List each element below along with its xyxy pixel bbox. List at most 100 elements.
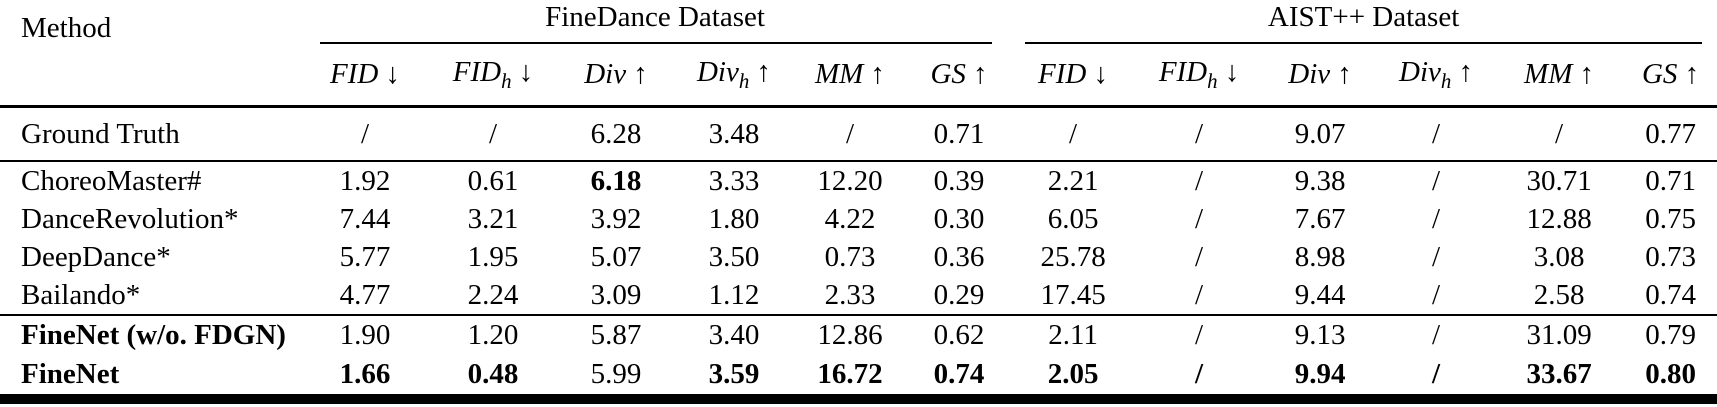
value-cell: /: [1195, 117, 1204, 150]
value-cell: /: [1555, 117, 1564, 150]
value-cell: 9.44: [1294, 278, 1346, 311]
metric-header-div: Div ↑: [1288, 58, 1352, 90]
value-cell: 9.07: [1294, 117, 1346, 150]
section-rule: [0, 160, 1717, 162]
method-name-cell: Bailando*: [21, 278, 141, 311]
value-cell: /: [1069, 117, 1078, 150]
value-cell: 1.12: [708, 278, 760, 311]
value-cell: 2.24: [467, 278, 519, 311]
section-divider: [0, 160, 1717, 162]
value-cell: 0.71: [1645, 164, 1696, 197]
value-cell: 0.74: [1645, 278, 1696, 311]
method-name-cell: DeepDance*: [21, 240, 171, 273]
value-cell: /: [1195, 278, 1204, 311]
header-rule-row: [0, 105, 1717, 108]
method-name-cell: ChoreoMaster#: [21, 164, 202, 197]
section-rule: [0, 314, 1717, 316]
table-header: Method FineDance Dataset AIST++ Dataset …: [0, 0, 1717, 108]
group-label-aist: AIST++ Dataset: [1267, 1, 1460, 33]
value-cell: 9.38: [1294, 164, 1346, 197]
value-cell: 0.36: [933, 240, 985, 273]
method-name-cell: DanceRevolution*: [21, 202, 239, 235]
value-cell: 2.33: [824, 278, 876, 311]
value-cell: 12.86: [817, 319, 883, 351]
value-cell: 12.88: [1526, 202, 1592, 235]
value-cell: /: [1195, 164, 1204, 197]
value-cell: /: [1195, 202, 1204, 235]
value-cell: 3.92: [590, 202, 642, 235]
metric-header-gs: GS ↑: [930, 58, 988, 90]
metric-header-fidh: FIDh ↓: [1158, 55, 1240, 93]
value-cell: 0.48: [467, 358, 519, 390]
metric-header-fidh: FIDh ↓: [452, 55, 534, 93]
value-cell: 25.78: [1040, 240, 1106, 273]
table-row: ChoreoMaster# 1.92 0.61 6.18 3.33 12.20 0.39 2.…: [0, 162, 1717, 200]
header-rule: [0, 105, 1717, 108]
value-cell: 2.05: [1047, 358, 1099, 390]
aist-cmidrule: [1025, 42, 1703, 44]
value-cell: 2.21: [1047, 164, 1099, 197]
value-cell: 3.08: [1533, 240, 1585, 273]
value-cell: 5.87: [590, 319, 642, 351]
value-cell: 1.66: [339, 358, 391, 390]
value-cell: 6.28: [590, 117, 642, 150]
value-cell: /: [1432, 278, 1441, 311]
value-cell: 2.58: [1533, 278, 1585, 311]
value-cell: 0.77: [1645, 117, 1696, 150]
value-cell: 0.80: [1645, 358, 1696, 390]
value-cell: 9.94: [1294, 358, 1346, 390]
value-cell: 33.67: [1526, 358, 1592, 390]
value-cell: 3.09: [590, 278, 642, 311]
value-cell: 1.20: [467, 319, 519, 351]
bottom-rule-row: [0, 394, 1717, 404]
value-cell: 7.67: [1294, 202, 1346, 235]
metric-header-mm: MM ↑: [814, 58, 886, 90]
metric-header-divh: Divh ↑: [696, 55, 772, 93]
value-cell: /: [1432, 202, 1441, 235]
metric-header-gs: GS ↑: [1641, 58, 1700, 90]
value-cell: 1.95: [467, 240, 519, 273]
table-footer: [0, 394, 1717, 404]
table-row: Ground Truth / / 6.28 3.48 / 0.71 / / 9.07 / / 0.77: [0, 108, 1717, 160]
value-cell: 31.09: [1526, 319, 1592, 351]
table-row: FineNet (w/o. FDGN) 1.90 1.20 5.87 3.40 12.86…: [0, 316, 1717, 355]
value-cell: 3.59: [708, 358, 760, 390]
value-cell: /: [1432, 240, 1441, 273]
section-divider: [0, 314, 1717, 316]
value-cell: 17.45: [1040, 278, 1106, 311]
value-cell: 0.74: [933, 358, 985, 390]
value-cell: /: [1195, 240, 1204, 273]
method-name-cell: Ground Truth: [21, 117, 180, 150]
metric-header-divh: Divh ↑: [1399, 55, 1474, 93]
table-row: FineNet 1.66 0.48 5.99 3.59 16.72 0.74 2.05 / 9.9…: [0, 355, 1717, 394]
dataset-header-row: Method FineDance Dataset AIST++ Dataset: [0, 0, 1717, 44]
value-cell: /: [488, 117, 498, 150]
value-cell: 4.77: [339, 278, 391, 311]
value-cell: 7.44: [339, 202, 391, 235]
value-cell: 0.29: [933, 278, 985, 311]
value-cell: /: [1195, 358, 1204, 390]
method-column-header: Method: [21, 12, 112, 44]
value-cell: /: [845, 117, 855, 150]
value-cell: 1.90: [339, 319, 391, 351]
value-cell: 3.50: [708, 240, 760, 273]
value-cell: 8.98: [1294, 240, 1346, 273]
value-cell: /: [1432, 358, 1441, 390]
value-cell: 0.62: [933, 319, 985, 351]
group-label-finedance: FineDance Dataset: [545, 1, 765, 33]
metric-header-mm: MM ↑: [1524, 58, 1595, 90]
metric-header-fid: FID ↓: [1038, 58, 1109, 90]
value-cell: 5.07: [590, 240, 642, 273]
table-body: Ground Truth / / 6.28 3.48 / 0.71 / / 9.07 / / 0.77 C…: [0, 108, 1717, 394]
bottom-rule: [0, 394, 1717, 404]
value-cell: 0.39: [933, 164, 985, 197]
value-cell: 0.71: [933, 117, 985, 150]
value-cell: 3.48: [708, 117, 760, 150]
value-cell: /: [1432, 164, 1441, 197]
metric-header-fid: FID ↓: [329, 58, 401, 90]
table-row: DeepDance* 5.77 1.95 5.07 3.50 0.73 0.36 25.78 /…: [0, 238, 1717, 276]
value-cell: 2.11: [1048, 319, 1098, 351]
table-row: Bailando* 4.77 2.24 3.09 1.12 2.33 0.29 17.45 / 9…: [0, 276, 1717, 314]
metric-header-div: Div ↑: [584, 58, 648, 90]
